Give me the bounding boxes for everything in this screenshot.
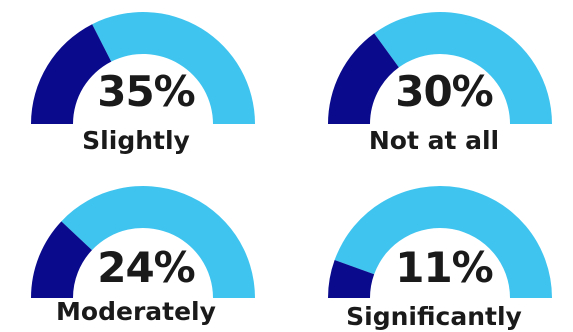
gauge-label-not-at-all: Not at all: [368, 126, 500, 155]
gauge-remaining-arc-significantly: [334, 185, 552, 298]
gauge-value-moderately: 24%: [97, 243, 196, 292]
gauge-remaining-arc-slightly: [92, 12, 256, 124]
gauge-remaining-arc-not-at-all: [374, 12, 552, 124]
gauge-label-significantly: Significantly: [346, 302, 522, 331]
gauge-value-arc-significantly: [328, 260, 375, 298]
gauge-value-slightly: 35%: [97, 67, 196, 116]
gauge-value-not-at-all: 30%: [395, 67, 494, 116]
gauge-value-arc-not-at-all: [328, 33, 399, 124]
gauge-label-moderately: Moderately: [56, 297, 216, 326]
gauge-value-arc-moderately: [31, 221, 92, 298]
gauge-label-slightly: Slightly: [82, 126, 190, 155]
gauge-remaining-arc-moderately: [61, 186, 255, 298]
gauge-value-arc-slightly: [31, 24, 112, 124]
gauge-value-significantly: 11%: [395, 243, 494, 292]
